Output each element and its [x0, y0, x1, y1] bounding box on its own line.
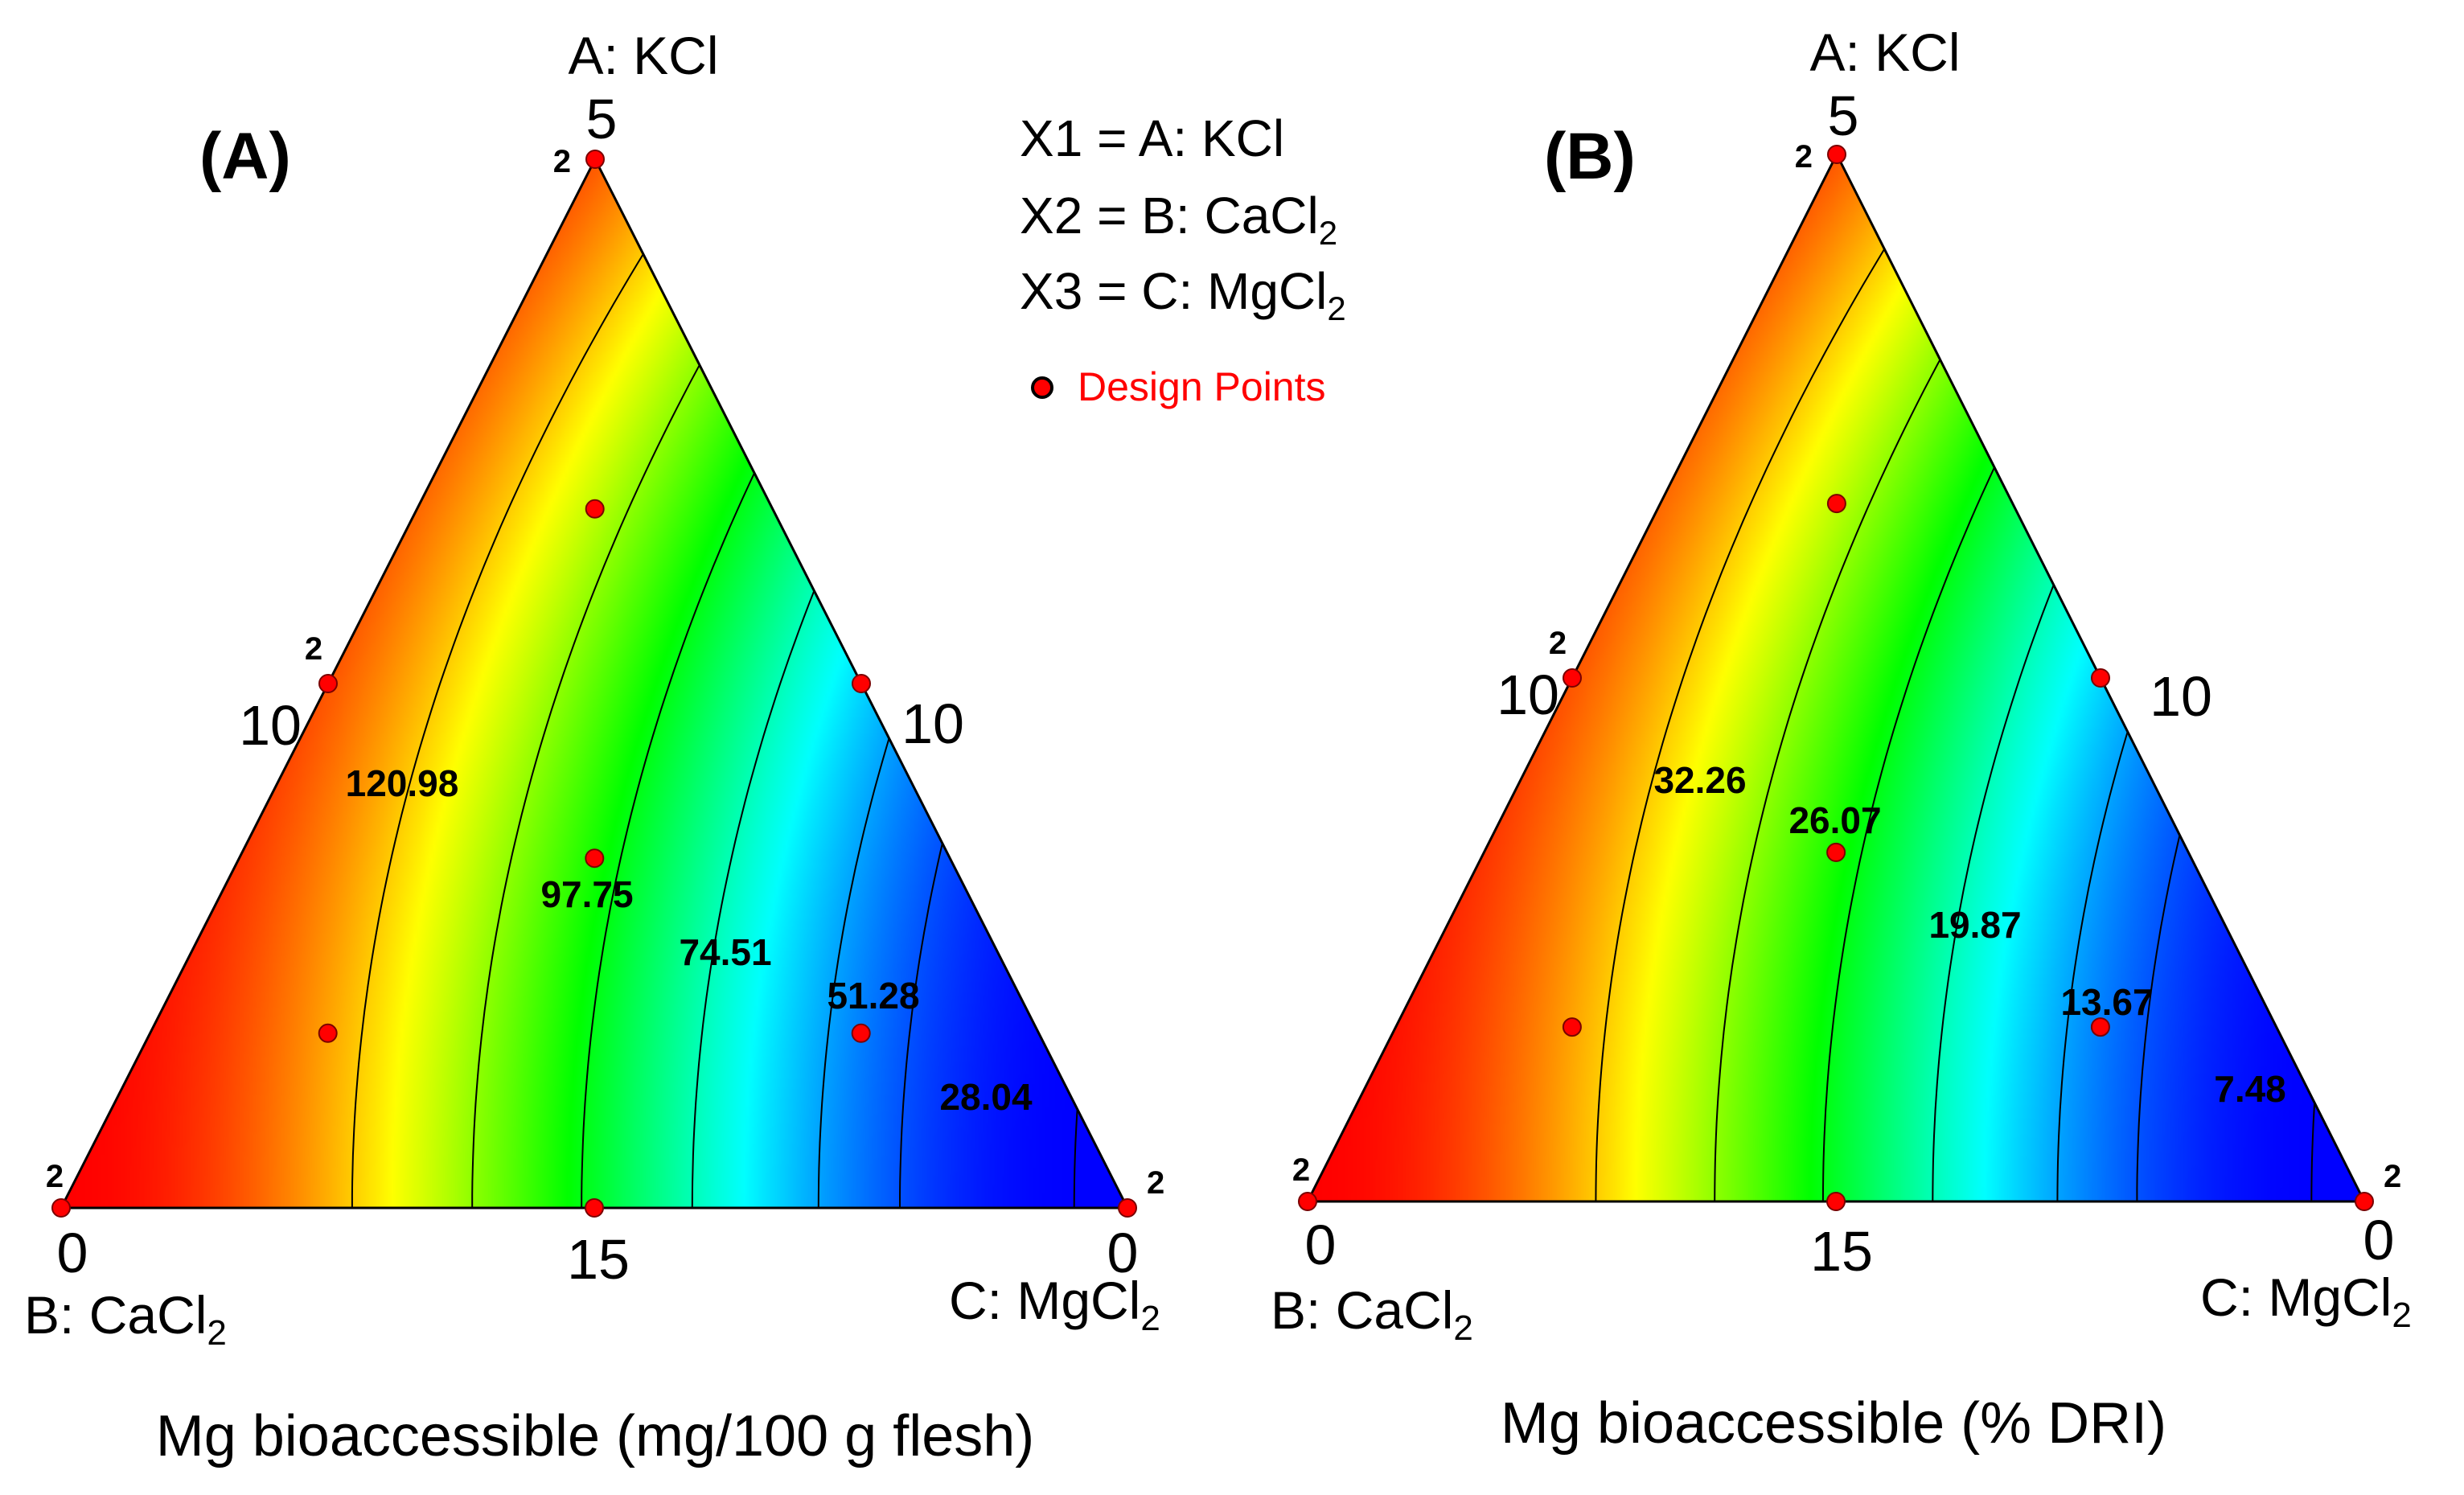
- design-point: [1827, 145, 1846, 164]
- design-point-replicate-count: 2: [1147, 1165, 1164, 1201]
- design-point: [2090, 1017, 2110, 1037]
- design-point: [318, 1023, 338, 1043]
- contour-line: [2310, 154, 2364, 1201]
- panel-b-design-points: 2 2 2 2: [1292, 139, 2401, 1211]
- design-point: [852, 674, 871, 693]
- contour-line: [1595, 154, 1945, 1201]
- panel-b-vertex-right-label: C: MgCl2: [2200, 1267, 2412, 1335]
- legend-x2: X2 = B: CaCl2: [1020, 187, 1337, 252]
- design-point-replicate-count: 2: [1549, 626, 1567, 661]
- design-point-replicate-count: 2: [1795, 139, 1813, 175]
- design-point: [2355, 1192, 2374, 1211]
- design-point-replicate-count: 2: [2384, 1159, 2401, 1194]
- design-point: [851, 1023, 871, 1043]
- panel-a-design-points: 2 2 2 2: [46, 144, 1164, 1218]
- design-point: [318, 674, 338, 693]
- design-point-replicate-count: 2: [305, 631, 322, 667]
- panel-b-vertex-top-label: A: KCl: [1809, 23, 1960, 82]
- panel-b-label: (B): [1544, 120, 1636, 193]
- panel-b-tick-left-mid: 10: [1497, 663, 1559, 726]
- design-point: [1563, 668, 1582, 688]
- legend-x1: X1 = A: KCl: [1020, 109, 1284, 167]
- design-point: [585, 499, 605, 519]
- design-point-replicate-count: 2: [1292, 1152, 1310, 1188]
- panel-b-tick-right-bottom: 0: [2363, 1209, 2395, 1271]
- panel-a-contour-label: 74.51: [679, 931, 771, 973]
- panel-a-vertex-left-label: B: CaCl2: [24, 1285, 227, 1353]
- panel-a-heatmap: [61, 159, 1127, 1208]
- legend-design-point-marker: [1031, 376, 1053, 399]
- panel-b-tick-top: 5: [1828, 84, 1859, 147]
- panel-a-vertex-top-label: A: KCl: [568, 26, 718, 85]
- design-point: [1118, 1198, 1137, 1218]
- panel-b-contour-label: 13.67: [2060, 981, 2153, 1023]
- panel-a-contour-label: 120.98: [346, 762, 459, 804]
- panel-b-tick-bottom-mid: 15: [1810, 1220, 1873, 1283]
- panel-b-tick-left-bottom: 0: [1305, 1214, 1337, 1276]
- design-point: [1826, 494, 1846, 514]
- contour-line: [351, 159, 705, 1208]
- design-point-replicate-count: 2: [553, 144, 571, 179]
- panel-a-tick-top: 5: [586, 88, 618, 150]
- panel-b-contour-label: 26.07: [1788, 799, 1881, 841]
- panel-a-contour-label: 97.75: [540, 873, 633, 915]
- panel-a-vertex-right-label: C: MgCl2: [949, 1271, 1160, 1338]
- legend-x3: X3 = C: MgCl2: [1020, 262, 1346, 327]
- design-point: [1562, 1017, 1582, 1037]
- design-point: [585, 848, 605, 869]
- legend: X1 = A: KCl X2 = B: CaCl2 X3 = C: MgCl2 …: [1020, 109, 1346, 409]
- design-point: [585, 150, 605, 169]
- panel-a-tick-right-mid: 10: [901, 692, 964, 755]
- design-point: [1826, 1192, 1846, 1211]
- panel-b-contour-label: 7.48: [2214, 1068, 2286, 1110]
- panel-a-label: (A): [199, 120, 291, 193]
- design-point: [1298, 1192, 1317, 1211]
- panel-b-contour-label: 32.26: [1653, 759, 1746, 801]
- legend-design-points-label: Design Points: [1078, 364, 1326, 409]
- panel-b-x-axis-label: Mg bioaccessible (% DRI): [1501, 1391, 2166, 1456]
- design-point: [585, 1198, 604, 1218]
- panel-a-tick-bottom-mid: 15: [567, 1228, 630, 1291]
- design-point: [51, 1198, 71, 1218]
- panel-b: 22 22 (B) A: KCl 5 10 10 0 15 0 B: CaCl2 …: [1271, 23, 2412, 1456]
- panel-b-tick-right-mid: 10: [2150, 665, 2212, 728]
- panel-a-tick-left-bottom: 0: [57, 1222, 88, 1284]
- panel-a-x-axis-label: Mg bioaccessible (mg/100 g flesh): [156, 1404, 1035, 1468]
- design-point-replicate-count: 2: [46, 1159, 64, 1194]
- panel-b-vertex-left-label: B: CaCl2: [1271, 1280, 1473, 1348]
- panel-a-contour-label: 28.04: [939, 1076, 1033, 1118]
- panel-a-tick-left-mid: 10: [239, 694, 302, 757]
- design-point: [2091, 668, 2110, 688]
- panel-a-contour-label: 51.28: [827, 975, 919, 1017]
- panel-b-contour-label: 19.87: [1928, 904, 2021, 946]
- design-point: [1826, 842, 1846, 862]
- panel-a-tick-right-bottom: 0: [1107, 1222, 1139, 1284]
